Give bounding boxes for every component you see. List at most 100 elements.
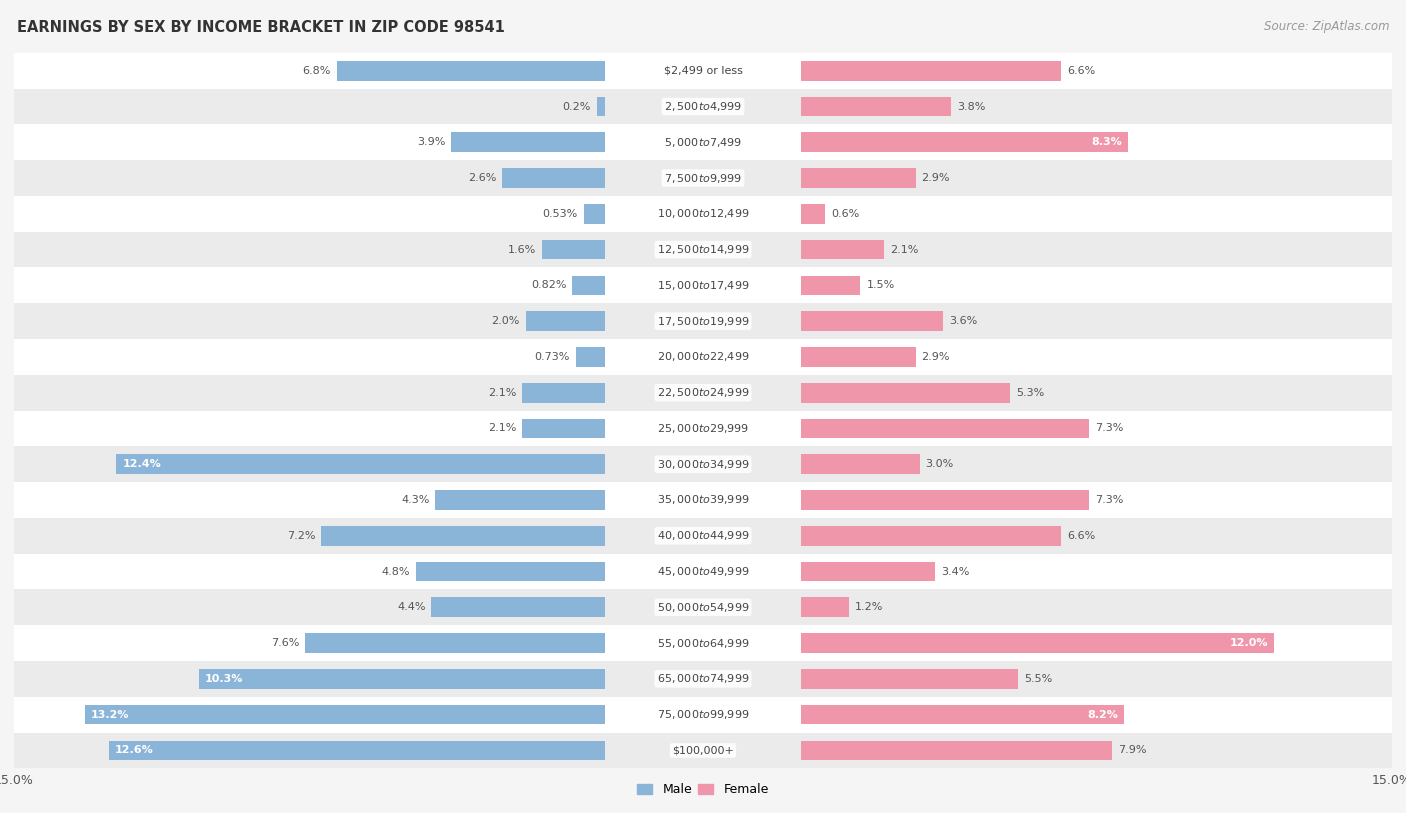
Bar bbox=[436, 490, 605, 510]
Text: $25,000 to $29,999: $25,000 to $29,999 bbox=[657, 422, 749, 435]
Text: $7,500 to $9,999: $7,500 to $9,999 bbox=[664, 172, 742, 185]
Bar bbox=[576, 347, 605, 367]
Bar bbox=[14, 160, 1392, 196]
Text: Source: ZipAtlas.com: Source: ZipAtlas.com bbox=[1264, 20, 1389, 33]
Bar bbox=[451, 133, 605, 152]
Text: 3.9%: 3.9% bbox=[416, 137, 446, 147]
Bar bbox=[596, 97, 605, 116]
Bar bbox=[108, 741, 605, 760]
Bar bbox=[117, 454, 605, 474]
Bar bbox=[200, 669, 605, 689]
Bar bbox=[801, 383, 1010, 402]
Text: $17,500 to $19,999: $17,500 to $19,999 bbox=[657, 315, 749, 328]
Text: $45,000 to $49,999: $45,000 to $49,999 bbox=[657, 565, 749, 578]
Bar bbox=[541, 240, 605, 259]
Text: $22,500 to $24,999: $22,500 to $24,999 bbox=[657, 386, 749, 399]
Text: 4.3%: 4.3% bbox=[401, 495, 429, 505]
Text: $40,000 to $44,999: $40,000 to $44,999 bbox=[657, 529, 749, 542]
Bar bbox=[801, 133, 1128, 152]
Bar bbox=[84, 705, 605, 724]
Bar bbox=[801, 526, 1062, 546]
Bar bbox=[801, 419, 1088, 438]
Bar bbox=[14, 411, 1392, 446]
Text: 8.3%: 8.3% bbox=[1091, 137, 1122, 147]
Bar bbox=[14, 303, 1392, 339]
Bar bbox=[14, 589, 1392, 625]
Text: 7.3%: 7.3% bbox=[1095, 424, 1123, 433]
Bar bbox=[801, 454, 920, 474]
Bar bbox=[14, 89, 1392, 124]
Text: $100,000+: $100,000+ bbox=[672, 746, 734, 755]
Text: $12,500 to $14,999: $12,500 to $14,999 bbox=[657, 243, 749, 256]
Bar bbox=[801, 562, 935, 581]
Text: $65,000 to $74,999: $65,000 to $74,999 bbox=[657, 672, 749, 685]
Text: 0.53%: 0.53% bbox=[543, 209, 578, 219]
Bar bbox=[572, 276, 605, 295]
Bar bbox=[14, 697, 1392, 733]
Text: $30,000 to $34,999: $30,000 to $34,999 bbox=[657, 458, 749, 471]
Text: 0.73%: 0.73% bbox=[534, 352, 569, 362]
Text: $5,000 to $7,499: $5,000 to $7,499 bbox=[664, 136, 742, 149]
Text: $2,500 to $4,999: $2,500 to $4,999 bbox=[664, 100, 742, 113]
Bar bbox=[14, 339, 1392, 375]
Bar bbox=[801, 97, 950, 116]
Text: 5.5%: 5.5% bbox=[1024, 674, 1052, 684]
Text: 4.4%: 4.4% bbox=[396, 602, 426, 612]
Text: 2.9%: 2.9% bbox=[921, 352, 950, 362]
Text: 6.8%: 6.8% bbox=[302, 66, 330, 76]
Text: 0.6%: 0.6% bbox=[831, 209, 859, 219]
Bar bbox=[522, 419, 605, 438]
Text: 1.2%: 1.2% bbox=[855, 602, 883, 612]
Bar bbox=[321, 526, 605, 546]
Text: 5.3%: 5.3% bbox=[1017, 388, 1045, 398]
Text: 7.3%: 7.3% bbox=[1095, 495, 1123, 505]
Bar bbox=[416, 562, 605, 581]
Text: 7.9%: 7.9% bbox=[1118, 746, 1147, 755]
Text: 12.4%: 12.4% bbox=[122, 459, 162, 469]
Bar bbox=[14, 53, 1392, 89]
Bar bbox=[14, 124, 1392, 160]
Bar bbox=[801, 61, 1062, 80]
Text: $55,000 to $64,999: $55,000 to $64,999 bbox=[657, 637, 749, 650]
Bar bbox=[14, 554, 1392, 589]
Bar bbox=[14, 232, 1392, 267]
Bar bbox=[305, 633, 605, 653]
Text: 3.6%: 3.6% bbox=[949, 316, 977, 326]
Text: 2.9%: 2.9% bbox=[921, 173, 950, 183]
Legend: Male, Female: Male, Female bbox=[633, 778, 773, 802]
Text: $20,000 to $22,499: $20,000 to $22,499 bbox=[657, 350, 749, 363]
Bar bbox=[801, 276, 860, 295]
Text: 7.2%: 7.2% bbox=[287, 531, 315, 541]
Text: 3.8%: 3.8% bbox=[957, 102, 986, 111]
Bar bbox=[14, 733, 1392, 768]
Bar bbox=[526, 311, 605, 331]
Text: $15,000 to $17,499: $15,000 to $17,499 bbox=[657, 279, 749, 292]
Text: 7.6%: 7.6% bbox=[271, 638, 299, 648]
Text: 2.0%: 2.0% bbox=[492, 316, 520, 326]
Bar bbox=[14, 482, 1392, 518]
Text: 3.0%: 3.0% bbox=[925, 459, 953, 469]
Bar bbox=[801, 741, 1112, 760]
Bar bbox=[432, 598, 605, 617]
Text: 1.5%: 1.5% bbox=[866, 280, 894, 290]
Text: 8.2%: 8.2% bbox=[1087, 710, 1118, 720]
Text: EARNINGS BY SEX BY INCOME BRACKET IN ZIP CODE 98541: EARNINGS BY SEX BY INCOME BRACKET IN ZIP… bbox=[17, 20, 505, 35]
Bar bbox=[502, 168, 605, 188]
Text: 13.2%: 13.2% bbox=[91, 710, 129, 720]
Text: 0.2%: 0.2% bbox=[562, 102, 591, 111]
Text: 6.6%: 6.6% bbox=[1067, 531, 1095, 541]
Text: $50,000 to $54,999: $50,000 to $54,999 bbox=[657, 601, 749, 614]
Text: $75,000 to $99,999: $75,000 to $99,999 bbox=[657, 708, 749, 721]
Bar bbox=[14, 661, 1392, 697]
Bar bbox=[14, 446, 1392, 482]
Text: 4.8%: 4.8% bbox=[381, 567, 409, 576]
Bar bbox=[801, 705, 1125, 724]
Text: $10,000 to $12,499: $10,000 to $12,499 bbox=[657, 207, 749, 220]
Bar bbox=[801, 633, 1274, 653]
Text: 2.1%: 2.1% bbox=[488, 424, 516, 433]
Bar bbox=[14, 196, 1392, 232]
Text: 10.3%: 10.3% bbox=[205, 674, 243, 684]
Text: 6.6%: 6.6% bbox=[1067, 66, 1095, 76]
Bar bbox=[801, 598, 849, 617]
Text: 12.0%: 12.0% bbox=[1229, 638, 1268, 648]
